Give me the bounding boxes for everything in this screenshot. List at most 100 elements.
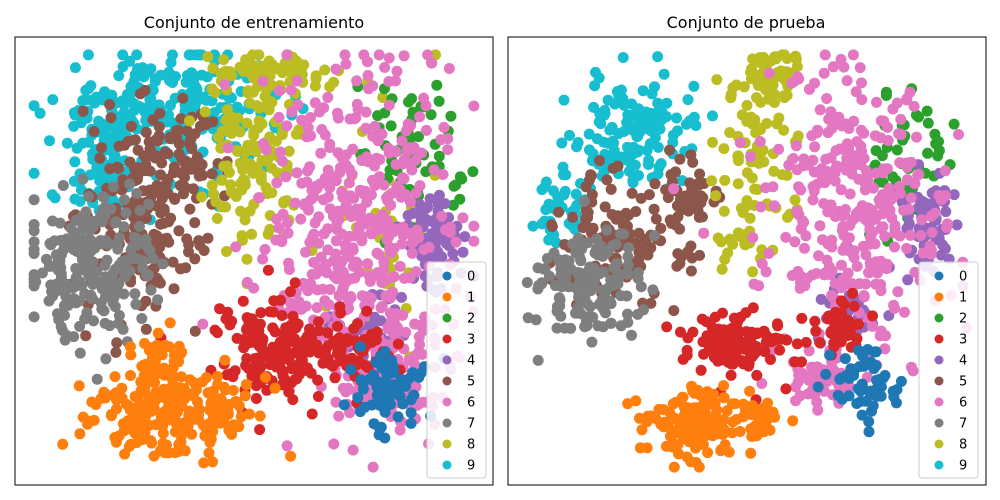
point-class-1 — [145, 435, 157, 447]
point-class-7 — [586, 336, 598, 348]
point-class-5 — [633, 246, 645, 258]
point-class-5 — [686, 252, 698, 264]
point-class-9 — [189, 71, 201, 83]
point-class-2 — [385, 120, 397, 132]
legend-label-4: 4 — [959, 354, 967, 369]
point-class-3 — [781, 334, 793, 346]
point-class-6 — [864, 223, 876, 235]
point-class-3 — [835, 336, 847, 348]
point-class-6 — [760, 266, 772, 278]
point-class-5 — [144, 143, 156, 155]
point-class-6 — [953, 129, 964, 140]
point-class-7 — [77, 173, 89, 185]
point-class-5 — [697, 192, 709, 204]
point-class-7 — [124, 253, 136, 265]
point-class-5 — [152, 274, 164, 286]
point-class-6 — [773, 143, 785, 155]
point-class-6 — [352, 103, 364, 115]
point-class-7 — [118, 194, 130, 206]
point-class-9 — [89, 97, 101, 109]
point-class-6 — [442, 133, 454, 145]
point-class-6 — [870, 256, 882, 268]
point-class-8 — [291, 65, 303, 77]
point-class-1 — [193, 409, 204, 421]
point-class-5 — [139, 84, 151, 96]
point-class-6 — [763, 67, 775, 79]
point-class-7 — [28, 194, 40, 206]
point-class-8 — [711, 74, 723, 86]
point-class-7 — [133, 220, 145, 232]
point-class-5 — [181, 233, 193, 245]
point-class-6 — [860, 165, 872, 177]
point-class-3 — [814, 337, 826, 348]
point-class-0 — [354, 406, 366, 418]
point-class-1 — [219, 354, 231, 366]
point-class-6 — [368, 216, 380, 228]
point-class-3 — [329, 372, 341, 384]
point-class-9 — [588, 101, 600, 113]
point-class-6 — [418, 244, 430, 255]
legend-marker-0 — [934, 271, 944, 281]
point-class-5 — [601, 174, 613, 186]
point-class-1 — [711, 428, 723, 440]
point-class-6 — [275, 146, 286, 158]
point-class-6 — [428, 164, 440, 176]
point-class-6 — [299, 280, 311, 292]
point-class-6 — [381, 234, 393, 246]
legend-marker-4 — [442, 355, 452, 365]
point-class-8 — [239, 146, 251, 158]
point-class-8 — [196, 191, 208, 203]
point-class-1 — [173, 386, 185, 398]
point-class-3 — [836, 318, 848, 330]
point-class-1 — [653, 403, 665, 415]
point-class-7 — [626, 329, 637, 341]
point-class-1 — [254, 410, 266, 422]
point-class-6 — [295, 213, 307, 225]
point-class-9 — [121, 109, 133, 121]
point-class-7 — [157, 258, 169, 270]
point-class-5 — [194, 120, 206, 132]
legend-label-0: 0 — [959, 270, 967, 285]
legend-test: 0 1 2 3 4 5 6 7 8 9 — [918, 261, 979, 479]
point-class-6 — [756, 378, 768, 389]
point-class-8 — [234, 61, 246, 73]
point-class-1 — [673, 448, 684, 460]
point-class-5 — [94, 152, 106, 164]
point-class-1 — [226, 428, 238, 440]
legend-train: 0 1 2 3 4 5 6 7 8 9 — [426, 261, 487, 479]
point-class-6 — [787, 153, 799, 164]
point-class-8 — [744, 212, 756, 224]
point-class-6 — [410, 381, 422, 393]
point-class-6 — [813, 250, 825, 262]
legend-label-8: 8 — [959, 438, 967, 453]
point-class-7 — [68, 293, 80, 305]
point-class-9 — [591, 133, 603, 145]
point-class-6 — [271, 213, 283, 225]
point-class-9 — [28, 100, 40, 112]
point-class-0 — [851, 398, 863, 409]
point-class-7 — [46, 286, 58, 297]
point-class-6 — [369, 120, 381, 132]
point-class-4 — [903, 218, 915, 230]
point-class-2 — [467, 166, 479, 178]
point-class-1 — [744, 385, 756, 397]
point-class-6 — [878, 115, 890, 127]
point-class-7 — [76, 279, 88, 291]
point-class-7 — [582, 282, 594, 294]
point-class-9 — [589, 80, 601, 92]
point-class-5 — [202, 232, 214, 244]
point-class-6 — [871, 96, 882, 108]
point-class-6 — [344, 407, 356, 419]
point-class-0 — [812, 381, 824, 393]
point-class-6 — [839, 160, 851, 172]
point-class-8 — [247, 166, 259, 178]
point-class-6 — [882, 135, 894, 146]
point-class-7 — [129, 288, 141, 300]
point-class-8 — [725, 235, 737, 247]
point-class-8 — [244, 158, 256, 170]
point-class-6 — [807, 194, 819, 206]
point-class-7 — [106, 270, 118, 282]
point-class-6 — [809, 141, 821, 153]
point-class-8 — [226, 127, 237, 139]
legend-label-9: 9 — [467, 459, 475, 474]
